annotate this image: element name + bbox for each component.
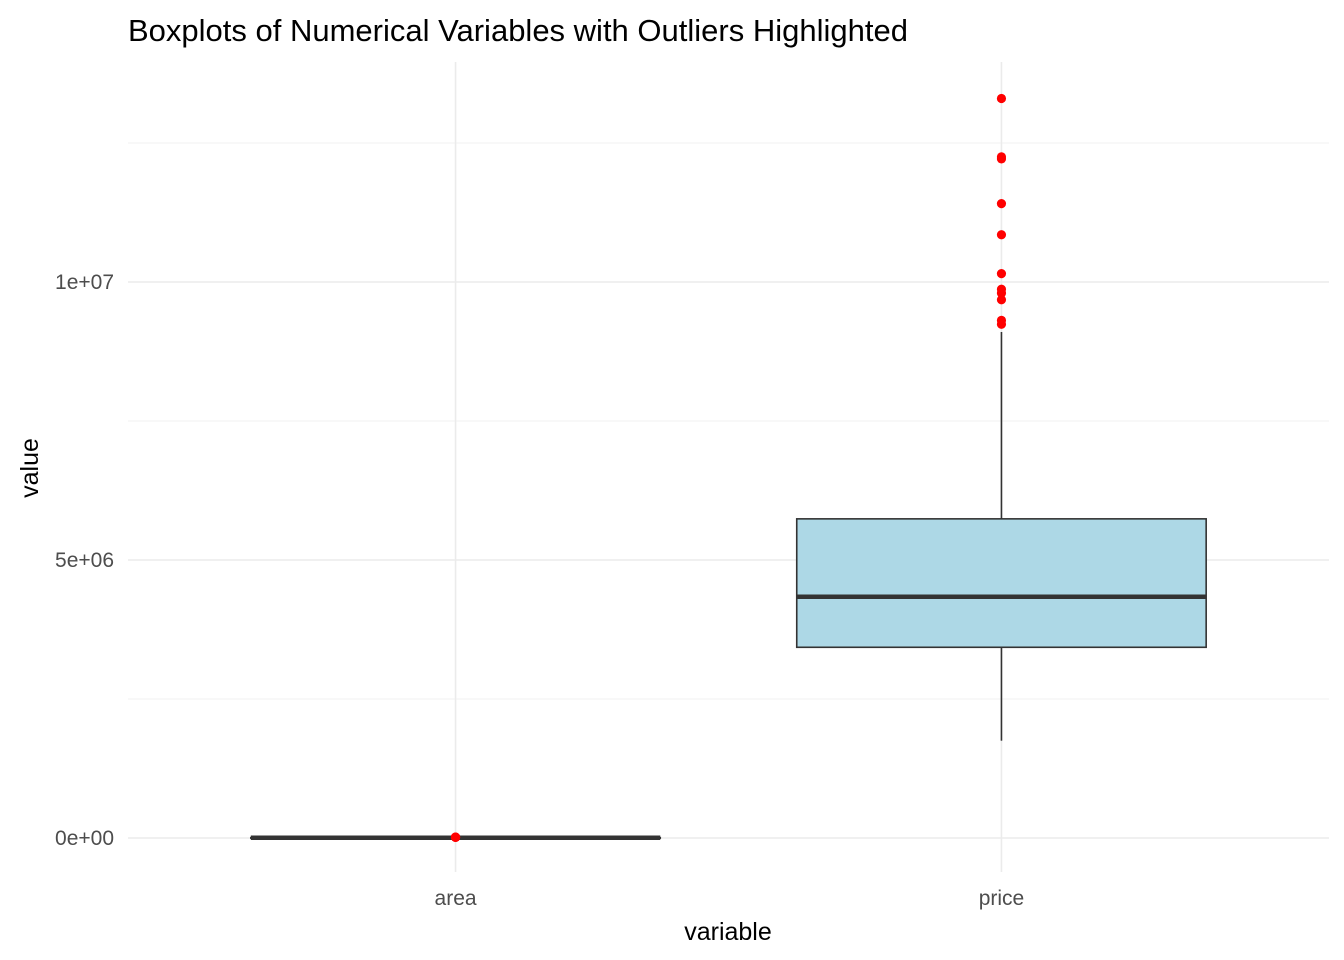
boxplot-price [795, 93, 1207, 741]
outlier-point [996, 199, 1007, 209]
y-tick-label: 0e+00 [55, 827, 114, 850]
outlier-point [996, 152, 1007, 162]
tick-labels: 0e+00 5e+06 1e+07 area price [55, 271, 1024, 910]
outlier-point [996, 295, 1007, 305]
boxplots [250, 93, 1207, 842]
boxplot-area [250, 832, 662, 842]
outlier-point [996, 93, 1007, 104]
y-tick-label: 1e+07 [55, 271, 114, 294]
x-axis-title: variable [684, 918, 772, 946]
gridlines [128, 62, 1329, 872]
box [795, 518, 1207, 649]
y-tick-label: 5e+06 [55, 549, 114, 572]
x-tick-label: area [435, 887, 477, 910]
outlier-point [450, 832, 461, 842]
y-axis-title: value [16, 438, 44, 498]
x-tick-label: price [979, 887, 1025, 910]
outlier-point [996, 284, 1007, 294]
outlier-point [996, 230, 1007, 240]
outlier-point [996, 269, 1007, 279]
chart-title: Boxplots of Numerical Variables with Out… [128, 13, 908, 48]
outlier-point [996, 315, 1007, 325]
